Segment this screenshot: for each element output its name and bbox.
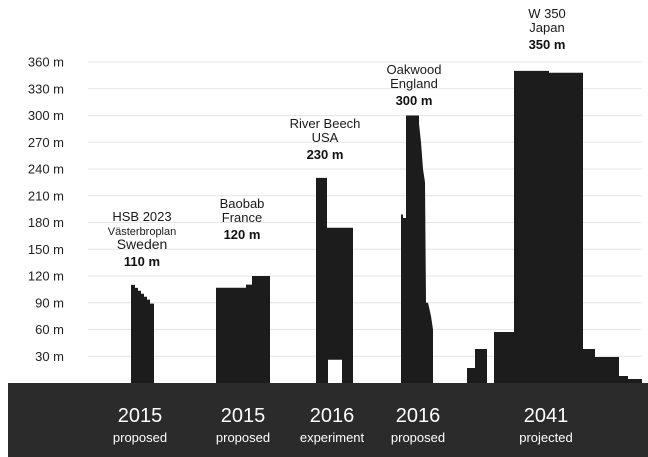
y-tick-label: 240 m: [28, 162, 64, 177]
y-tick-label: 60 m: [35, 322, 64, 337]
w350-podium: [619, 376, 628, 383]
status-label: projected: [519, 430, 572, 445]
building-location: Japan: [529, 20, 564, 35]
building-name: Oakwood: [387, 62, 442, 77]
y-tick-label: 90 m: [35, 295, 64, 310]
y-tick-label: 120 m: [28, 269, 64, 284]
w350-podium: [628, 379, 642, 383]
building-location: Sweden: [117, 236, 168, 252]
year-label: 2015: [221, 405, 266, 427]
building-oakwood: [401, 115, 433, 383]
y-tick-label: 270 m: [28, 135, 64, 150]
ground-band: [8, 383, 648, 457]
y-tick-label: 180 m: [28, 215, 64, 230]
y-tick-label: 360 m: [28, 55, 64, 70]
buildings: [131, 70, 642, 384]
y-tick-label: 300 m: [28, 108, 64, 123]
w350-podium: [494, 332, 514, 383]
building-location: USA: [312, 130, 339, 145]
year-labels: 2015 proposed 2015 proposed 2016 experiment 20…: [113, 405, 573, 445]
ground-layer: [8, 383, 648, 457]
w350-podium: [467, 368, 475, 383]
w350-podium: [475, 349, 487, 383]
year-label: 2015: [118, 405, 163, 427]
w350-podium: [595, 357, 619, 383]
building-location: France: [222, 210, 262, 225]
building-height-label: 120 m: [224, 227, 261, 242]
building-name: W 350: [528, 6, 566, 21]
building-name: HSB 2023: [112, 209, 171, 224]
building-baobab: [216, 276, 270, 383]
y-axis: 30 m 60 m 90 m 120 m 150 m 180 m 210 m 240 m 270…: [28, 55, 64, 364]
building-height-label: 300 m: [396, 93, 433, 108]
building-height-label: 230 m: [307, 147, 344, 162]
y-tick-label: 150 m: [28, 242, 64, 257]
y-tick-label: 330 m: [28, 81, 64, 96]
building-w350: [514, 70, 583, 384]
building-hsb: [131, 284, 154, 383]
building-name: Baobab: [220, 196, 265, 211]
year-label: 2016: [396, 405, 441, 427]
status-label: experiment: [300, 430, 365, 445]
status-label: proposed: [113, 430, 167, 445]
w350-podium: [583, 349, 595, 383]
year-label: 2016: [310, 405, 355, 427]
building-location: England: [390, 76, 438, 91]
building-name: River Beech: [290, 116, 361, 131]
building-location: Västerbroplan: [108, 226, 177, 238]
y-tick-label: 30 m: [35, 349, 64, 364]
building-height-label: 110 m: [124, 254, 160, 269]
status-label: proposed: [391, 430, 445, 445]
year-label: 2041: [524, 405, 569, 427]
y-tick-label: 210 m: [28, 188, 64, 203]
status-label: proposed: [216, 430, 270, 445]
building-height-label: 350 m: [529, 37, 566, 52]
building-riverbeech: [316, 177, 353, 383]
